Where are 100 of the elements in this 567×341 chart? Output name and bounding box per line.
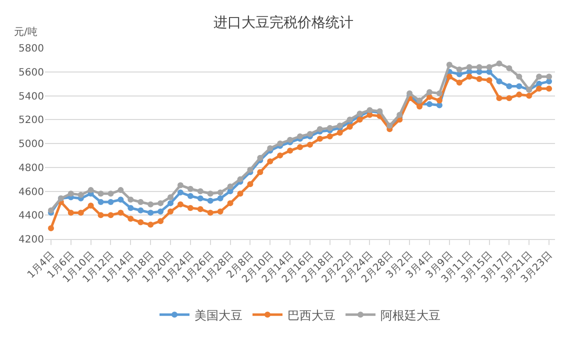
point xyxy=(426,89,432,96)
point xyxy=(158,208,164,215)
point xyxy=(496,78,502,84)
point xyxy=(516,92,522,98)
point xyxy=(326,133,333,140)
point xyxy=(536,74,542,80)
point xyxy=(506,83,512,90)
point xyxy=(516,83,522,90)
point xyxy=(546,74,552,80)
point xyxy=(416,98,423,104)
point xyxy=(326,124,333,131)
point xyxy=(168,194,174,200)
point xyxy=(78,192,84,198)
point xyxy=(108,190,114,197)
point xyxy=(456,80,462,86)
point xyxy=(227,183,234,190)
point xyxy=(536,86,542,92)
point xyxy=(496,60,502,67)
point xyxy=(177,201,184,208)
point xyxy=(197,206,204,212)
point xyxy=(506,95,512,102)
point xyxy=(297,144,303,150)
point xyxy=(48,225,54,232)
point xyxy=(148,222,154,228)
point xyxy=(486,77,492,84)
point xyxy=(306,142,313,148)
y-tick-label: 5600 xyxy=(18,67,44,78)
point xyxy=(98,190,104,197)
point xyxy=(396,112,403,118)
point xyxy=(336,130,343,136)
point xyxy=(476,76,482,82)
point xyxy=(168,200,174,206)
y-tick-label: 5000 xyxy=(18,139,44,150)
point xyxy=(138,219,144,226)
point xyxy=(158,218,164,224)
point xyxy=(516,74,522,80)
point xyxy=(346,116,353,123)
point xyxy=(277,152,284,158)
legend-label: 巴西大豆 xyxy=(288,308,336,322)
point xyxy=(98,212,104,218)
point xyxy=(138,207,144,214)
point xyxy=(456,66,462,72)
point xyxy=(88,187,94,194)
point xyxy=(446,74,452,80)
point xyxy=(237,176,244,182)
y-tick-label: 4200 xyxy=(18,234,44,246)
point xyxy=(197,188,204,194)
point xyxy=(356,116,363,123)
point xyxy=(306,130,313,137)
point xyxy=(287,136,294,143)
point xyxy=(118,187,124,194)
point xyxy=(237,190,244,197)
y-tick-label: 5800 xyxy=(18,44,44,54)
point xyxy=(168,208,174,215)
point xyxy=(207,210,214,216)
point xyxy=(466,74,472,80)
y-tick-label: 4800 xyxy=(18,162,44,174)
point xyxy=(128,204,134,211)
point xyxy=(227,200,234,206)
point xyxy=(257,154,264,161)
point xyxy=(217,195,224,202)
legend-label: 美国大豆 xyxy=(194,308,242,322)
point xyxy=(108,212,114,218)
point xyxy=(526,92,532,99)
point xyxy=(257,169,264,176)
point xyxy=(158,200,164,206)
point xyxy=(68,190,74,197)
point xyxy=(436,90,442,96)
point xyxy=(187,193,194,200)
point xyxy=(98,198,104,205)
point xyxy=(48,207,54,214)
point xyxy=(118,196,124,203)
point xyxy=(118,210,124,216)
point xyxy=(426,101,432,108)
point xyxy=(68,210,74,216)
chart-title: 进口大豆完税价格统计 xyxy=(214,14,354,31)
point xyxy=(436,98,442,104)
point xyxy=(138,198,144,205)
y-tick-label: 4400 xyxy=(18,210,44,222)
point xyxy=(476,64,482,70)
point xyxy=(148,210,154,216)
point xyxy=(247,166,254,173)
point xyxy=(148,201,154,208)
point xyxy=(108,198,114,205)
point xyxy=(217,189,224,196)
point xyxy=(486,64,492,70)
point xyxy=(346,124,353,130)
point xyxy=(267,145,274,152)
point xyxy=(277,140,284,146)
point xyxy=(128,216,134,222)
point xyxy=(247,181,254,188)
point xyxy=(187,186,194,192)
point xyxy=(267,158,274,164)
point xyxy=(217,208,224,215)
point xyxy=(287,148,294,154)
point xyxy=(446,62,452,68)
point xyxy=(406,90,413,96)
point xyxy=(197,195,204,202)
point xyxy=(207,198,214,204)
point xyxy=(316,136,323,142)
